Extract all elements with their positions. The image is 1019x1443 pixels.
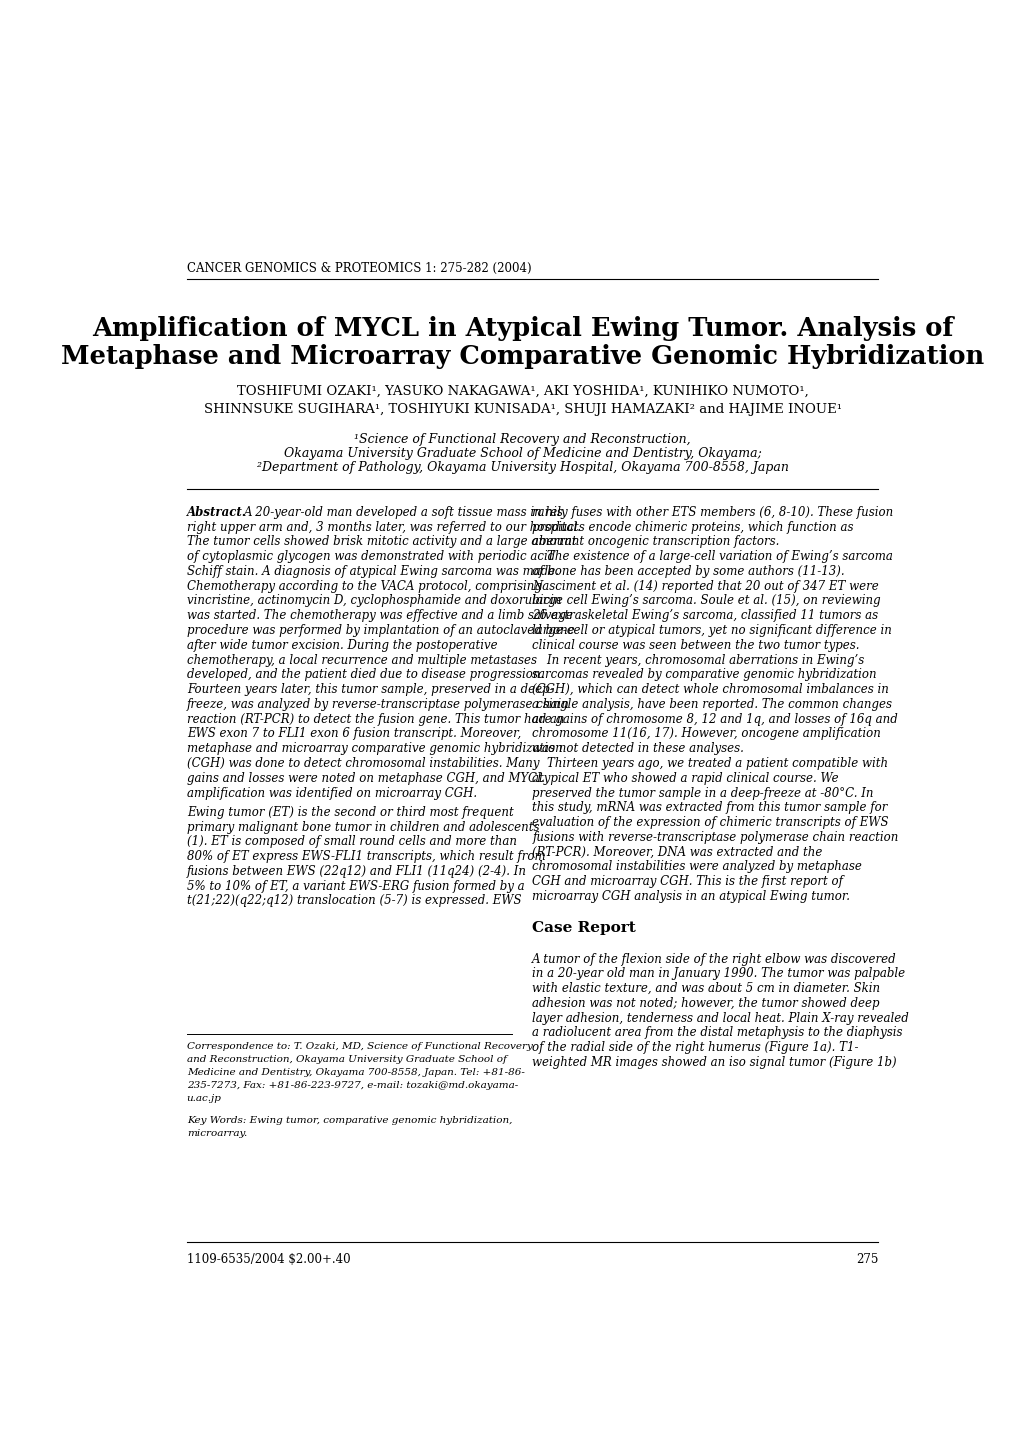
- Text: microarray CGH analysis in an atypical Ewing tumor.: microarray CGH analysis in an atypical E…: [532, 890, 850, 903]
- Text: (1). ET is composed of small round cells and more than: (1). ET is composed of small round cells…: [186, 835, 517, 848]
- Text: CANCER GENOMICS & PROTEOMICS 1: 275-282 (2004): CANCER GENOMICS & PROTEOMICS 1: 275-282 …: [186, 261, 531, 274]
- Text: was started. The chemotherapy was effective and a limb salvage: was started. The chemotherapy was effect…: [186, 609, 572, 622]
- Text: evaluation of the expression of chimeric transcripts of EWS: evaluation of the expression of chimeric…: [532, 817, 888, 830]
- Text: procedure was performed by implantation of an autoclaved bone: procedure was performed by implantation …: [186, 623, 574, 636]
- Text: In recent years, chromosomal aberrations in Ewing’s: In recent years, chromosomal aberrations…: [532, 654, 864, 667]
- Text: Nasciment et al. (14) reported that 20 out of 347 ET were: Nasciment et al. (14) reported that 20 o…: [532, 580, 878, 593]
- Text: A 20-year-old man developed a soft tissue mass in his: A 20-year-old man developed a soft tissu…: [244, 506, 564, 519]
- Text: in a 20-year old man in January 1990. The tumor was palpable: in a 20-year old man in January 1990. Th…: [532, 967, 905, 980]
- Text: of cytoplasmic glycogen was demonstrated with periodic acid: of cytoplasmic glycogen was demonstrated…: [186, 550, 554, 563]
- Text: The tumor cells showed brisk mitotic activity and a large amount: The tumor cells showed brisk mitotic act…: [186, 535, 576, 548]
- Text: adhesion was not noted; however, the tumor showed deep: adhesion was not noted; however, the tum…: [532, 997, 878, 1010]
- Text: this study, mRNA was extracted from this tumor sample for: this study, mRNA was extracted from this…: [532, 801, 887, 814]
- Text: microarray.: microarray.: [186, 1130, 247, 1139]
- Text: of the radial side of the right humerus (Figure 1a). T1-: of the radial side of the right humerus …: [532, 1042, 858, 1055]
- Text: Fourteen years later, this tumor sample, preserved in a deep-: Fourteen years later, this tumor sample,…: [186, 683, 553, 696]
- Text: Medicine and Dentistry, Okayama 700-8558, Japan. Tel: +81-86-: Medicine and Dentistry, Okayama 700-8558…: [186, 1068, 524, 1076]
- Text: EWS exon 7 to FLI1 exon 6 fusion transcript. Moreover,: EWS exon 7 to FLI1 exon 6 fusion transcr…: [186, 727, 521, 740]
- Text: gains and losses were noted on metaphase CGH, and MYCL: gains and losses were noted on metaphase…: [186, 772, 544, 785]
- Text: clinical course was seen between the two tumor types.: clinical course was seen between the two…: [532, 639, 859, 652]
- Text: large-cell or atypical tumors, yet no significant difference in: large-cell or atypical tumors, yet no si…: [532, 623, 892, 636]
- Text: ²Department of Pathology, Okayama University Hospital, Okayama 700-8558, Japan: ²Department of Pathology, Okayama Univer…: [257, 462, 788, 475]
- Text: and Reconstruction, Okayama University Graduate School of: and Reconstruction, Okayama University G…: [186, 1055, 506, 1063]
- Text: chemotherapy, a local recurrence and multiple metastases: chemotherapy, a local recurrence and mul…: [186, 654, 536, 667]
- Text: Okayama University Graduate School of Medicine and Dentistry, Okayama;: Okayama University Graduate School of Me…: [283, 447, 761, 460]
- Text: 80% of ET express EWS-FLI1 transcripts, which result from: 80% of ET express EWS-FLI1 transcripts, …: [186, 850, 545, 863]
- Text: after wide tumor excision. During the postoperative: after wide tumor excision. During the po…: [186, 639, 497, 652]
- Text: of bone has been accepted by some authors (11-13).: of bone has been accepted by some author…: [532, 564, 844, 577]
- Text: t(21;22)(q22;q12) translocation (5-7) is expressed. EWS: t(21;22)(q22;q12) translocation (5-7) is…: [186, 895, 521, 908]
- Text: primary malignant bone tumor in children and adolescents: primary malignant bone tumor in children…: [186, 821, 539, 834]
- Text: reaction (RT-PCR) to detect the fusion gene. This tumor had an: reaction (RT-PCR) to detect the fusion g…: [186, 713, 564, 726]
- Text: (RT-PCR). Moreover, DNA was extracted and the: (RT-PCR). Moreover, DNA was extracted an…: [532, 846, 821, 859]
- Text: Ewing tumor (ET) is the second or third most frequent: Ewing tumor (ET) is the second or third …: [186, 805, 513, 818]
- Text: a radiolucent area from the distal metaphysis to the diaphysis: a radiolucent area from the distal metap…: [532, 1026, 902, 1039]
- Text: was not detected in these analyses.: was not detected in these analyses.: [532, 742, 744, 755]
- Text: layer adhesion, tenderness and local heat. Plain X-ray revealed: layer adhesion, tenderness and local hea…: [532, 1012, 908, 1025]
- Text: fusions with reverse-transcriptase polymerase chain reaction: fusions with reverse-transcriptase polym…: [532, 831, 898, 844]
- Text: with elastic texture, and was about 5 cm in diameter. Skin: with elastic texture, and was about 5 cm…: [532, 983, 879, 996]
- Text: chromosome 11(16, 17). However, oncogene amplification: chromosome 11(16, 17). However, oncogene…: [532, 727, 880, 740]
- Text: atypical ET who showed a rapid clinical course. We: atypical ET who showed a rapid clinical …: [532, 772, 838, 785]
- Text: CGH and microarray CGH. This is the first report of: CGH and microarray CGH. This is the firs…: [532, 876, 843, 889]
- Text: large cell Ewing’s sarcoma. Soule et al. (15), on reviewing: large cell Ewing’s sarcoma. Soule et al.…: [532, 595, 880, 608]
- Text: preserved the tumor sample in a deep-freeze at -80°C. In: preserved the tumor sample in a deep-fre…: [532, 786, 873, 799]
- Text: aberrant oncogenic transcription factors.: aberrant oncogenic transcription factors…: [532, 535, 779, 548]
- Text: rarely fuses with other ETS members (6, 8-10). These fusion: rarely fuses with other ETS members (6, …: [532, 506, 893, 519]
- Text: The existence of a large-cell variation of Ewing’s sarcoma: The existence of a large-cell variation …: [532, 550, 893, 563]
- Text: a single analysis, have been reported. The common changes: a single analysis, have been reported. T…: [532, 698, 892, 711]
- Text: A tumor of the flexion side of the right elbow was discovered: A tumor of the flexion side of the right…: [532, 952, 896, 965]
- Text: u.ac.jp: u.ac.jp: [186, 1094, 221, 1102]
- Text: weighted MR images showed an iso signal tumor (Figure 1b): weighted MR images showed an iso signal …: [532, 1056, 896, 1069]
- Text: 235-7273, Fax: +81-86-223-9727, e-mail: tozaki@md.okayama-: 235-7273, Fax: +81-86-223-9727, e-mail: …: [186, 1081, 518, 1089]
- Text: Abstract.: Abstract.: [186, 506, 247, 519]
- Text: (CGH), which can detect whole chromosomal imbalances in: (CGH), which can detect whole chromosoma…: [532, 683, 889, 696]
- Text: Thirteen years ago, we treated a patient compatible with: Thirteen years ago, we treated a patient…: [532, 758, 888, 771]
- Text: TOSHIFUMI OZAKI¹, YASUKO NAKAGAWA¹, AKI YOSHIDA¹, KUNIHIKO NUMOTO¹,: TOSHIFUMI OZAKI¹, YASUKO NAKAGAWA¹, AKI …: [236, 385, 808, 398]
- Text: are gains of chromosome 8, 12 and 1q, and losses of 16q and: are gains of chromosome 8, 12 and 1q, an…: [532, 713, 897, 726]
- Text: metaphase and microarray comparative genomic hybridization: metaphase and microarray comparative gen…: [186, 742, 562, 755]
- Text: 275: 275: [855, 1253, 877, 1266]
- Text: Chemotherapy according to the VACA protocol, comprising: Chemotherapy according to the VACA proto…: [186, 580, 541, 593]
- Text: 26 extraskeletal Ewing’s sarcoma, classified 11 tumors as: 26 extraskeletal Ewing’s sarcoma, classi…: [532, 609, 877, 622]
- Text: products encode chimeric proteins, which function as: products encode chimeric proteins, which…: [532, 521, 853, 534]
- Text: Correspondence to: T. Ozaki, MD, Science of Functional Recovery: Correspondence to: T. Ozaki, MD, Science…: [186, 1042, 532, 1051]
- Text: Amplification of MYCL in Atypical Ewing Tumor. Analysis of: Amplification of MYCL in Atypical Ewing …: [92, 316, 953, 341]
- Text: Key Words: Ewing tumor, comparative genomic hybridization,: Key Words: Ewing tumor, comparative geno…: [186, 1117, 512, 1126]
- Text: Case Report: Case Report: [532, 922, 636, 935]
- Text: SHINNSUKE SUGIHARA¹, TOSHIYUKI KUNISADA¹, SHUJI HAMAZAKI² and HAJIME INOUE¹: SHINNSUKE SUGIHARA¹, TOSHIYUKI KUNISADA¹…: [204, 403, 841, 416]
- Text: vincristine, actinomycin D, cyclophosphamide and doxorubicin: vincristine, actinomycin D, cyclophospha…: [186, 595, 560, 608]
- Text: 1109-6535/2004 $2.00+.40: 1109-6535/2004 $2.00+.40: [186, 1253, 351, 1266]
- Text: 5% to 10% of ET, a variant EWS-ERG fusion formed by a: 5% to 10% of ET, a variant EWS-ERG fusio…: [186, 880, 524, 893]
- Text: amplification was identified on microarray CGH.: amplification was identified on microarr…: [186, 786, 477, 799]
- Text: Metaphase and Microarray Comparative Genomic Hybridization: Metaphase and Microarray Comparative Gen…: [61, 343, 983, 369]
- Text: developed, and the patient died due to disease progression.: developed, and the patient died due to d…: [186, 668, 543, 681]
- Text: right upper arm and, 3 months later, was referred to our hospital.: right upper arm and, 3 months later, was…: [186, 521, 580, 534]
- Text: freeze, was analyzed by reverse-transcriptase polymerase chain: freeze, was analyzed by reverse-transcri…: [186, 698, 569, 711]
- Text: ¹Science of Functional Recovery and Reconstruction,: ¹Science of Functional Recovery and Reco…: [354, 433, 691, 446]
- Text: Schiff stain. A diagnosis of atypical Ewing sarcoma was made.: Schiff stain. A diagnosis of atypical Ew…: [186, 564, 558, 577]
- Text: chromosomal instabilities were analyzed by metaphase: chromosomal instabilities were analyzed …: [532, 860, 861, 873]
- Text: (CGH) was done to detect chromosomal instabilities. Many: (CGH) was done to detect chromosomal ins…: [186, 758, 539, 771]
- Text: fusions between EWS (22q12) and FLI1 (11q24) (2-4). In: fusions between EWS (22q12) and FLI1 (11…: [186, 864, 526, 877]
- Text: sarcomas revealed by comparative genomic hybridization: sarcomas revealed by comparative genomic…: [532, 668, 876, 681]
